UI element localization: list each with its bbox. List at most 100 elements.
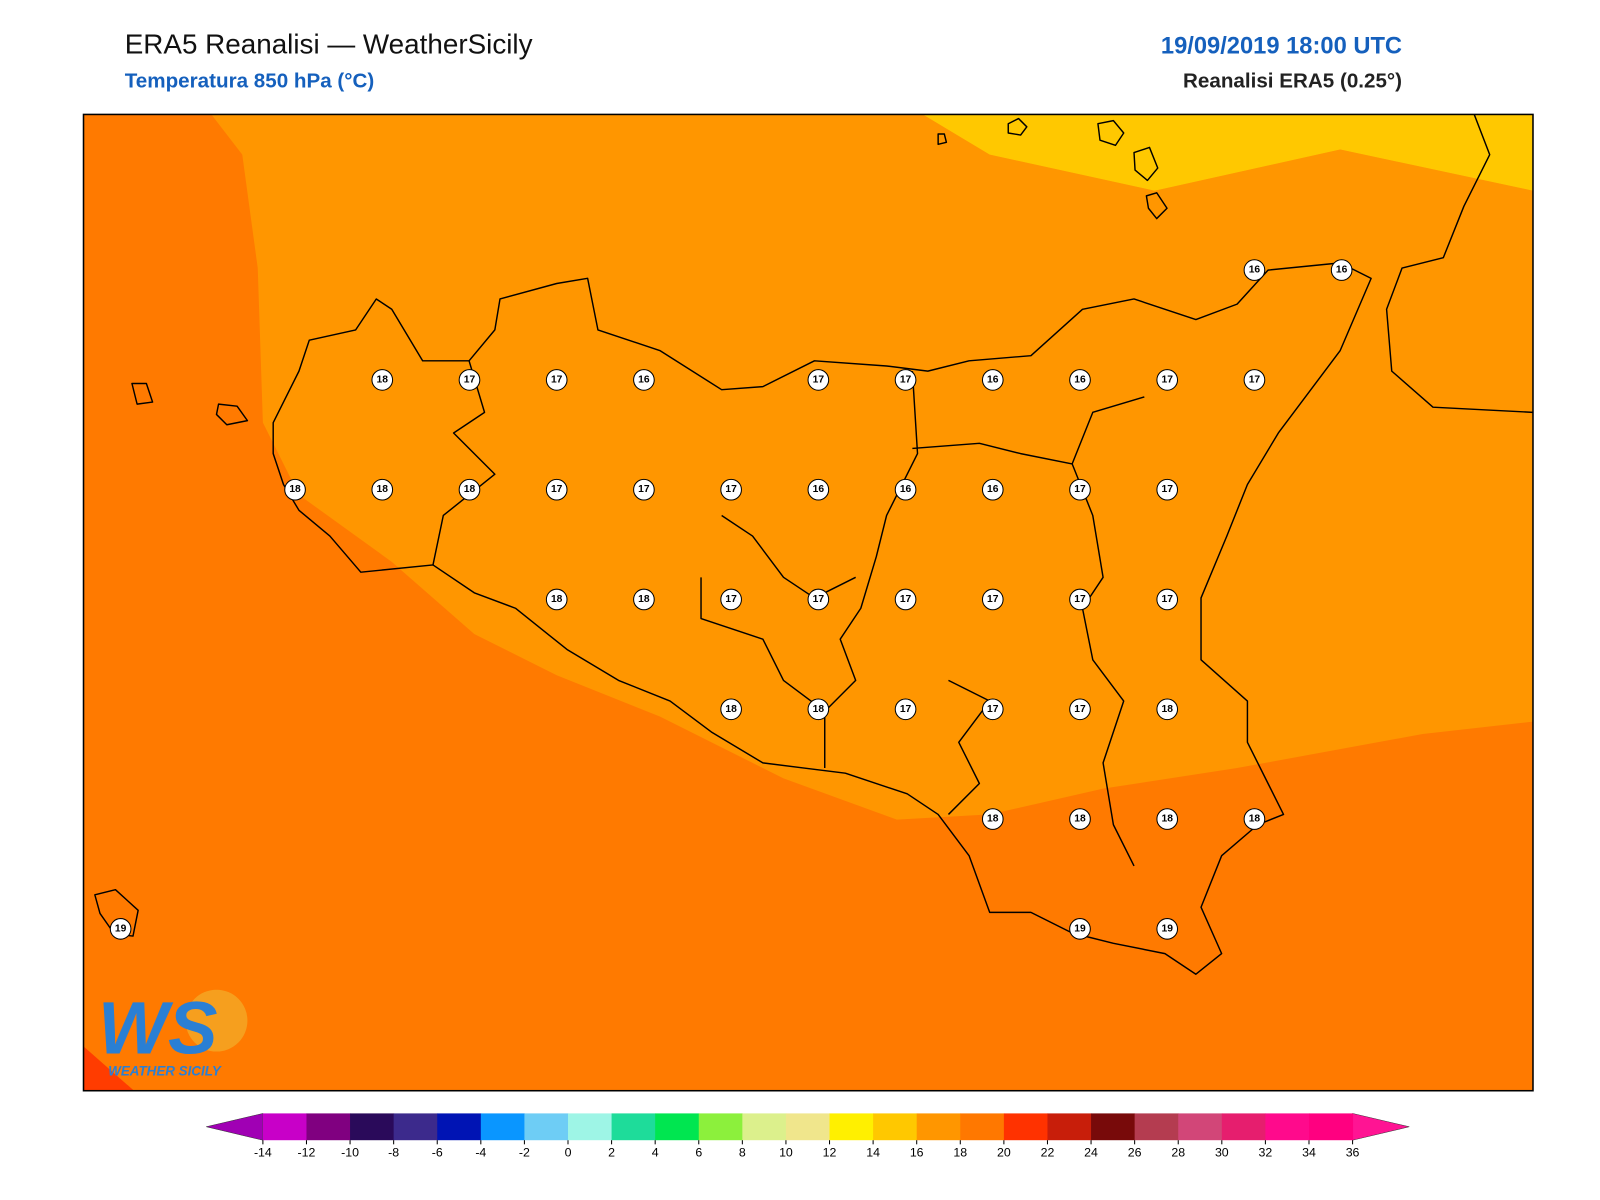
station-marker — [1069, 478, 1091, 501]
station-marker — [633, 478, 655, 501]
colorbar-tick-label: -2 — [519, 1146, 530, 1160]
colorbar-bin — [785, 1113, 831, 1141]
station-marker — [1069, 698, 1091, 721]
station-value: 17 — [1161, 484, 1173, 495]
station-marker — [371, 478, 394, 501]
station-value: 17 — [900, 374, 912, 385]
station-value: 18 — [987, 814, 999, 825]
station-value: 17 — [725, 594, 737, 605]
colorbar-bin — [306, 1113, 351, 1141]
colorbar-bin — [437, 1113, 482, 1141]
station-value: 16 — [638, 374, 650, 385]
station-marker — [981, 698, 1004, 721]
station-value: 17 — [987, 704, 999, 715]
station-value: 18 — [464, 484, 476, 495]
station-marker — [981, 808, 1004, 830]
station-marker — [894, 588, 917, 611]
station-marker — [720, 698, 742, 721]
station-marker — [1156, 808, 1179, 830]
colorbar-tick-label: 16 — [910, 1146, 924, 1160]
station-marker — [545, 588, 568, 611]
station-value: 16 — [987, 484, 999, 495]
colorbar-tick-label: 24 — [1084, 1146, 1098, 1160]
station-value: 18 — [1161, 814, 1173, 825]
colorbar-bin — [611, 1113, 656, 1141]
station-value: 16 — [813, 484, 825, 495]
station-value: 16 — [1074, 374, 1086, 385]
station-value: 18 — [289, 484, 301, 495]
colorbar-tick-label: 0 — [565, 1146, 572, 1160]
colorbar-tick-label: 2 — [608, 1146, 615, 1160]
colorbar-tick-label: 4 — [652, 1146, 659, 1160]
colorbar-tick-label: 14 — [866, 1146, 880, 1160]
colorbar-bin — [1308, 1113, 1354, 1141]
stations: 16 16 18 17 17 16 17 17 16 16 17 17 18 18 18 17 17 17 16 16… — [109, 259, 1353, 940]
station-marker — [1330, 259, 1353, 281]
colorbar-tick-label: -8 — [388, 1146, 399, 1160]
station-value: 17 — [813, 374, 825, 385]
station-value: 17 — [551, 374, 563, 385]
station-marker — [894, 369, 917, 391]
colorbar-bin — [1134, 1113, 1179, 1141]
colorbar-bin — [916, 1113, 961, 1141]
subtitle: Temperatura 850 hPa (°C) — [125, 70, 375, 93]
station-value: 17 — [900, 704, 912, 715]
colorbar-tick-label: -14 — [254, 1146, 272, 1160]
station-marker — [458, 369, 481, 391]
station-value: 17 — [900, 594, 912, 605]
station-value: 18 — [725, 704, 737, 715]
colorbar-bin — [1091, 1113, 1136, 1141]
colorbar-tick-label: 6 — [695, 1146, 702, 1160]
station-marker — [1069, 808, 1091, 830]
station-marker — [1156, 478, 1179, 501]
colorbar-bin — [393, 1113, 438, 1141]
station-value: 17 — [464, 374, 476, 385]
datetime: 19/09/2019 18:00 UTC — [1161, 34, 1402, 60]
station-value: 18 — [551, 594, 563, 605]
station-marker — [807, 369, 830, 391]
station-value: 19 — [1161, 923, 1173, 934]
station-value: 19 — [1074, 923, 1086, 934]
station-marker — [545, 369, 568, 391]
station-value: 18 — [377, 484, 389, 495]
colorbar-tick-label: -10 — [341, 1146, 359, 1160]
station-marker — [109, 918, 132, 940]
colorbar-tick-label: 10 — [779, 1146, 793, 1160]
colorbar-bin — [742, 1113, 787, 1141]
station-marker — [720, 588, 742, 611]
station-value: 16 — [1336, 265, 1348, 276]
colorbar-bin — [1178, 1113, 1223, 1141]
station-value: 16 — [987, 374, 999, 385]
station-marker — [633, 369, 655, 391]
logo-sun — [185, 989, 248, 1052]
station-marker — [720, 478, 742, 501]
colorbar-bin — [524, 1113, 569, 1141]
station-value: 18 — [1074, 814, 1086, 825]
station-marker — [1243, 369, 1266, 391]
station-marker — [981, 478, 1004, 501]
colorbar-tick-label: -12 — [298, 1146, 316, 1160]
station-value: 18 — [638, 594, 650, 605]
field-mid — [211, 114, 1533, 820]
station-value: 17 — [1074, 704, 1086, 715]
station-marker — [633, 588, 655, 611]
station-marker — [371, 369, 394, 391]
field-cool — [922, 114, 1533, 191]
islands — [94, 117, 1168, 937]
station-marker — [807, 478, 830, 501]
colorbar-bin — [262, 1113, 307, 1141]
station-value: 17 — [813, 594, 825, 605]
map: 16 16 18 17 17 16 17 17 16 16 17 17 18 18 18 17 17 17 16 16… — [82, 113, 1534, 1092]
colorbar-tick-label: 30 — [1215, 1146, 1229, 1160]
station-value: 19 — [115, 923, 127, 934]
colorbar-tick-label: 28 — [1171, 1146, 1185, 1160]
colorbar-tick-label: 8 — [739, 1146, 746, 1160]
colorbar-bin — [829, 1113, 874, 1141]
colorbar-bin — [1221, 1113, 1266, 1141]
colorbar-bin — [1047, 1113, 1092, 1141]
colorbar-bin — [568, 1113, 613, 1141]
station-marker — [1156, 369, 1179, 391]
colorbar-bin — [480, 1113, 525, 1141]
station-value: 18 — [377, 374, 389, 385]
